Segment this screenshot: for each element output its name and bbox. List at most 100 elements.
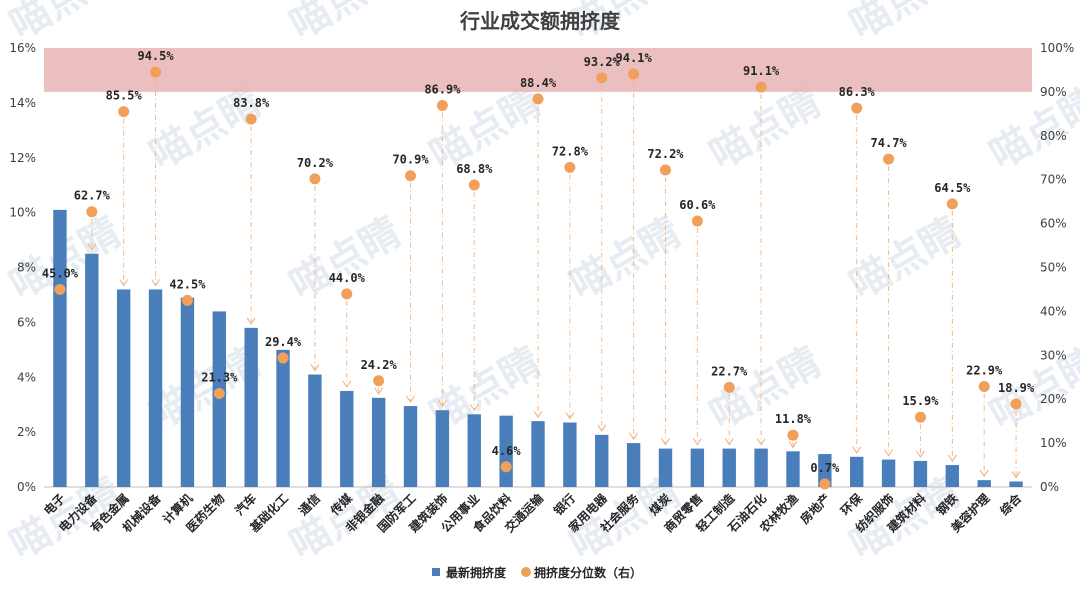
percentile-label: 11.8% [775, 412, 812, 426]
percentile-label: 94.1% [616, 51, 653, 65]
bar [276, 349, 290, 487]
percentile-label: 60.6% [679, 198, 716, 212]
bar [403, 406, 418, 487]
arrow-head [310, 364, 320, 372]
bar [977, 480, 991, 487]
percentile-dot [1010, 398, 1022, 410]
percentile-label: 93.2% [584, 55, 621, 69]
bar [340, 390, 354, 487]
bar [85, 253, 99, 487]
percentile-label: 72.8% [552, 144, 589, 158]
percentile-dot [532, 93, 544, 105]
bar [467, 414, 481, 487]
percentile-dot [436, 100, 448, 112]
percentile-label: 62.7% [74, 189, 111, 203]
percentile-dot [755, 81, 767, 93]
percentile-dot [787, 429, 799, 441]
arrow-head [565, 412, 575, 420]
right-tick-label: 40% [1040, 304, 1067, 318]
left-tick-label: 6% [17, 315, 36, 329]
percentile-dot [309, 173, 321, 185]
percentile-dot [851, 102, 863, 114]
percentile-label: 4.6% [492, 444, 522, 458]
bar [531, 421, 545, 487]
percentile-label: 42.5% [169, 277, 206, 291]
percentile-label: 88.4% [520, 76, 557, 90]
arrow-head [629, 432, 639, 441]
percentile-dot [691, 215, 703, 227]
arrow-head [660, 438, 670, 446]
left-tick-label: 10% [9, 206, 36, 220]
percentile-dot [596, 72, 608, 84]
percentile-dot [150, 66, 162, 78]
percentile-label: 83.8% [233, 96, 270, 110]
right-tick-label: 20% [1040, 392, 1067, 406]
arrow-head [756, 438, 766, 446]
legend-bar-swatch [432, 568, 440, 576]
legend-dot-swatch [521, 567, 531, 577]
percentile-dot [659, 164, 671, 176]
watermark-text: 喵点睛 [282, 0, 409, 49]
arrow-head [692, 438, 702, 446]
bar [212, 311, 226, 487]
bar [690, 448, 705, 487]
bar [722, 448, 736, 487]
watermark-text: 喵点睛 [562, 209, 689, 309]
arrow-head [151, 279, 161, 287]
bar [754, 448, 768, 487]
arrow-head [979, 469, 989, 478]
right-tick-label: 80% [1040, 129, 1067, 143]
bar [563, 422, 577, 487]
watermark-text: 喵点睛 [702, 79, 829, 179]
percentile-label: 24.2% [361, 358, 398, 372]
percentile-label: 70.9% [392, 153, 429, 167]
arrow-head [533, 410, 543, 419]
arrow-head [884, 449, 894, 457]
arrow-head [406, 395, 416, 404]
percentile-dot [564, 161, 576, 173]
percentile-label: 15.9% [902, 394, 939, 408]
percentile-labels: 45.0% 62.7% 85.5% 94.5% 42.5% 21.3% 83.8% 29.4%… [42, 49, 1035, 475]
percentile-label: 91.1% [743, 64, 780, 78]
percentile-dot [468, 179, 480, 191]
watermark-text: 喵点睛 [842, 0, 969, 49]
arrow-head [915, 450, 925, 459]
bar [626, 443, 641, 487]
bar-series [53, 209, 1023, 487]
bar [786, 451, 800, 487]
bar [116, 289, 131, 487]
percentile-dot [54, 283, 66, 295]
percentile-label: 29.4% [265, 335, 302, 349]
chart-title: 行业成交额拥挤度 [459, 9, 621, 33]
arrow-head [342, 380, 352, 389]
right-tick-label: 0% [1040, 480, 1059, 494]
arrow-head [597, 424, 607, 432]
left-tick-label: 8% [17, 261, 36, 275]
bar [850, 456, 864, 487]
arrow-head [246, 317, 256, 325]
right-tick-label: 90% [1040, 85, 1067, 99]
left-tick-label: 14% [9, 96, 36, 110]
percentile-label: 94.5% [137, 49, 174, 63]
percentile-dot [500, 461, 512, 473]
watermark-text: 喵点睛 [842, 209, 969, 309]
percentile-dot [341, 288, 353, 300]
percentile-dot [213, 387, 225, 399]
arrow-head [1011, 471, 1021, 479]
percentile-dot [245, 113, 257, 125]
percentile-dot [86, 206, 98, 218]
bar [180, 297, 195, 487]
left-y-axis: 0% 2% 4% 6% 8% 10% 12% 14% 16% [9, 41, 36, 494]
bar [913, 460, 928, 487]
percentile-series [54, 66, 1022, 490]
highlight-band [44, 48, 1032, 92]
percentile-dot [723, 381, 735, 393]
percentile-label: 64.5% [934, 181, 971, 195]
percentile-dot [914, 411, 926, 423]
bar [371, 397, 386, 487]
arrow-head [469, 403, 479, 412]
arrow-head [947, 454, 957, 463]
percentile-dot [946, 198, 958, 210]
percentile-label: 74.7% [871, 136, 908, 150]
percentile-label: 18.9% [998, 381, 1035, 395]
